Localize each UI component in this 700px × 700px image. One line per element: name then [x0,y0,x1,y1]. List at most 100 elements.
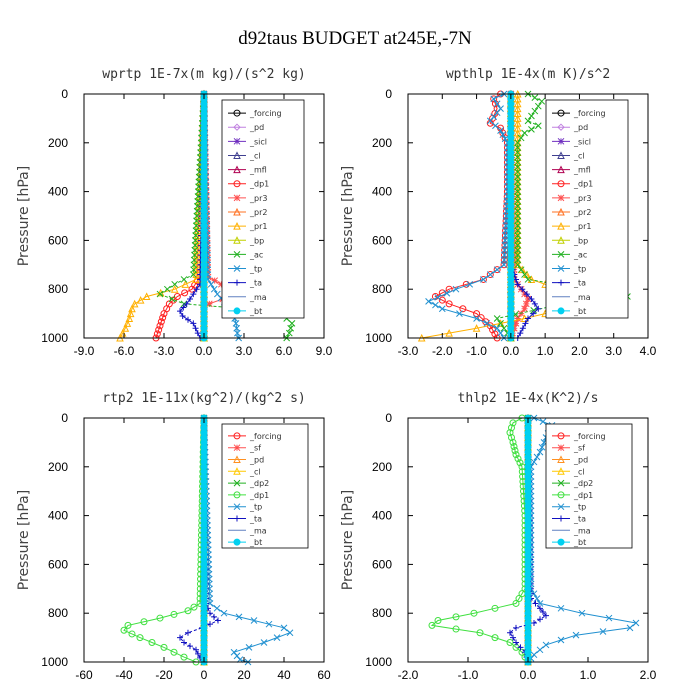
legend-marker [557,165,565,174]
data-point [514,178,522,186]
legend-marker [233,491,241,499]
data-point [486,117,494,125]
data-point [233,329,241,337]
legend-label: _pr2 [573,208,591,217]
legend-label: _sf [249,444,261,453]
x-tick-label: 60 [317,668,331,682]
data-point [205,565,213,573]
legend-marker [557,479,565,487]
data-point [205,300,213,308]
data-point [513,99,522,108]
x-tick-label: -2.0 [432,344,453,358]
legend-entry: _forcing [552,109,606,118]
y-tick-label: 200 [48,460,68,474]
legend-marker [557,180,565,188]
data-point [466,280,474,288]
legend-entry: _pr1 [228,222,267,231]
data-point [287,324,295,332]
data-point [190,603,198,611]
legend-marker [233,151,241,159]
legend-label: _dp1 [249,491,269,500]
legend-marker [557,194,565,202]
data-point [476,629,484,637]
panels: wprtp 1E-7x(m kg)/(s^2 kg) Pressure [hPa]… [16,67,657,682]
data-point [514,158,522,166]
y-tick-label: 800 [48,606,68,620]
series-bt [507,90,515,342]
data-point [486,271,494,278]
series-line [179,417,219,663]
legend-label: _pd [249,456,264,465]
legend-entry: _bt [228,538,262,547]
legend-label: _dp2 [249,479,269,488]
legend-entry: _tp [552,265,586,274]
legend-marker [557,455,565,463]
data-point [626,624,634,632]
x-tick-label: 40 [277,668,291,682]
data-point [170,610,178,618]
legend-entry: _ma [552,526,591,535]
legend-entry: _pr2 [228,207,267,217]
data-point [515,595,523,603]
legend-entry: _sicl [552,137,591,146]
y-tick-label: 600 [372,557,392,571]
data-point [273,634,281,641]
data-point [497,127,504,134]
data-point [513,211,522,220]
y-tick-label: 200 [372,136,392,150]
legend-label: _sicl [249,137,267,146]
data-point [470,609,478,617]
y-axis-label: Pressure [hPa] [340,490,356,590]
y-tick-label: 400 [372,509,392,523]
legend-marker [233,123,241,131]
data-point [123,319,132,327]
data-point [452,613,460,621]
legend-label: _pd [573,123,588,132]
legend-entry: _pr3 [552,194,591,203]
legend-marker [557,236,565,244]
data-point [438,289,446,297]
legend-label: _ta [249,279,262,288]
data-point [128,630,136,638]
data-point [493,100,501,108]
legend-entry: _ta [228,515,262,524]
legend-label: _sf [573,444,585,453]
y-tick-label: 600 [48,557,68,571]
data-point [434,293,442,301]
data-point [535,305,542,312]
data-point [136,296,145,304]
data-point [499,131,507,139]
legend-entry: _ac [552,250,587,259]
legend-entry: _mfl [228,165,267,175]
data-point [557,636,565,644]
data-point [514,261,522,269]
legend-label: _ma [249,526,267,535]
legend-marker [233,222,241,230]
data-point [493,266,501,274]
y-tick-label: 1000 [365,655,392,669]
data-point [517,330,524,337]
panel-title: wprtp 1E-7x(m kg)/(s^2 kg) [102,67,306,82]
x-tick-label: -6.0 [114,344,135,358]
y-tick-label: 400 [372,185,392,199]
legend-entry: _pr2 [552,207,591,217]
data-point [288,320,296,327]
data-point [514,149,522,156]
x-tick-label: 2.0 [571,344,588,358]
data-point [521,129,528,137]
data-point [285,329,293,337]
data-point [445,329,453,337]
legend-entry: _bp [228,236,264,245]
legend-entry: _pd [228,455,264,465]
legend-entry: _dp1 [552,491,593,500]
legend-marker [557,137,565,145]
legend: _forcing _pd _sicl _cl _mfl _dp1 _pr3 _pr2 _pr1 _… [221,99,305,319]
y-tick-label: 0 [385,87,392,101]
legend-marker [557,222,565,230]
legend-marker [558,515,564,522]
panel-title: thlp2 1E-4x(K^2)/s [458,391,599,406]
data-point [206,595,214,602]
data-point [506,429,514,437]
chart-panel-1: wprtp 1E-7x(m kg)/(s^2 kg) Pressure [hPa]… [16,67,333,358]
data-point [528,126,535,133]
